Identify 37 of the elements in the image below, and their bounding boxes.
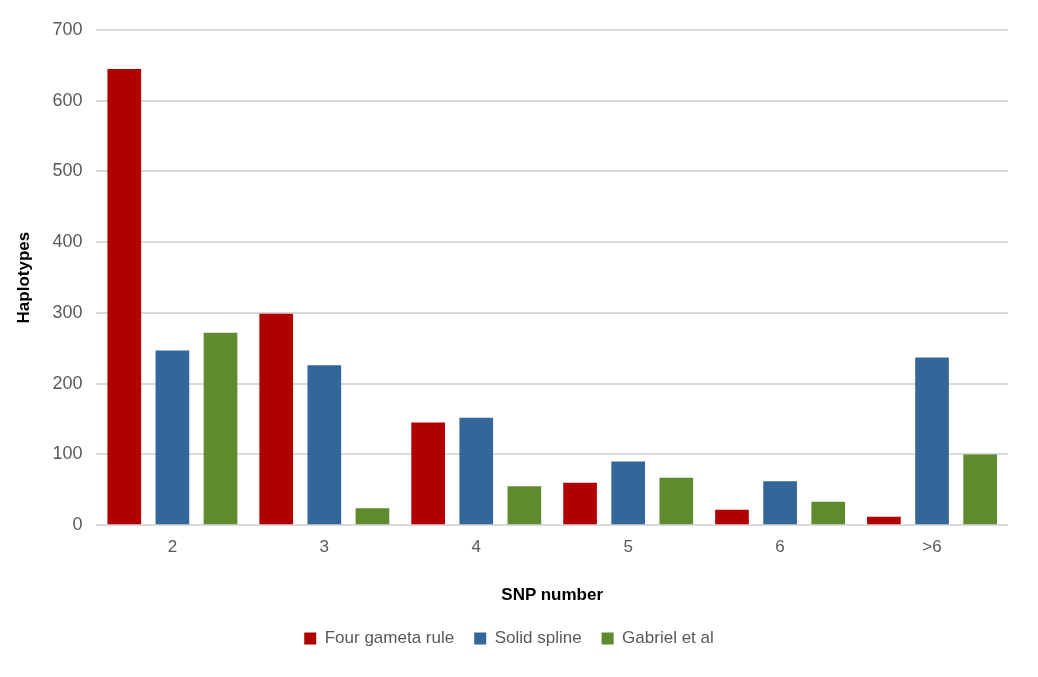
x-tick-label: 2 [167,537,178,557]
bar [307,365,342,525]
x-tick-label: 3 [319,537,330,557]
x-tick-label: 6 [775,537,785,557]
bar [107,68,142,525]
x-axis-title: SNP number [501,585,604,605]
bar [203,332,238,525]
bar [915,357,949,525]
x-tick-label: 4 [471,537,481,557]
bar [563,482,597,525]
y-tick-label: 700 [52,18,83,39]
bar [715,509,749,525]
legend-label: Four gameta rule [324,628,455,648]
y-tick-label: 600 [52,89,83,110]
bar [611,461,646,525]
x-tick-label: 5 [623,537,633,557]
y-tick-label: 500 [52,160,83,181]
bar [355,508,390,525]
y-tick-label: 300 [52,301,83,322]
legend-label: Solid spline [494,628,582,648]
bar [259,313,294,525]
y-tick-label: 400 [52,231,83,252]
legend-label: Gabriel et al [622,628,714,648]
bar [155,350,190,525]
bar [763,481,797,525]
y-tick-label: 200 [52,372,83,393]
y-axis-title: Haplotypes [13,231,33,324]
x-tick-label: >6 [922,537,942,557]
bar [811,501,846,525]
bar [507,486,542,525]
bar [459,417,494,525]
y-tick-label: 0 [72,514,83,535]
bar [963,454,997,525]
bar [411,422,445,525]
bar [659,477,694,525]
y-tick-label: 100 [52,443,83,464]
bar [867,516,901,525]
